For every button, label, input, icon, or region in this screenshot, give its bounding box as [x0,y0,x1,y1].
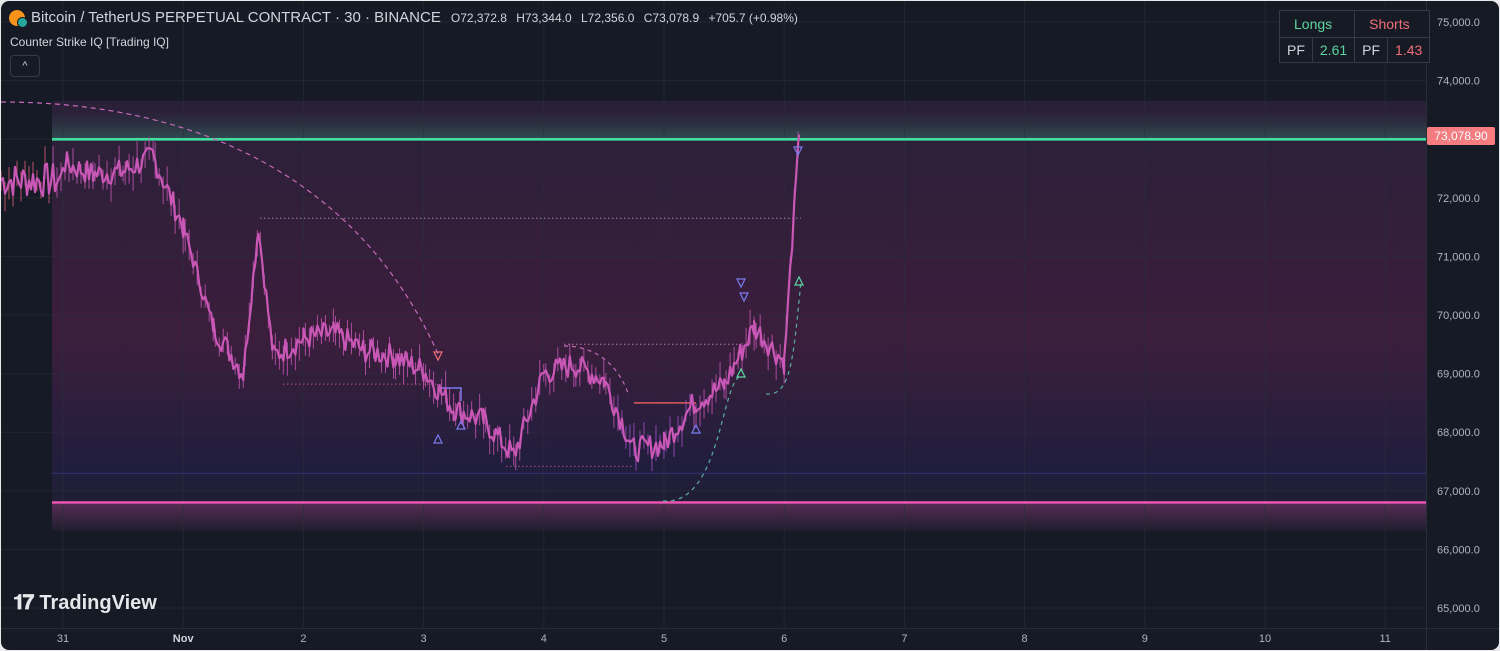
dashed-arc-bottom [662,375,742,502]
y-tick-label: 75,000.0 [1437,17,1480,29]
y-tick-label: 66,000.0 [1437,544,1480,556]
x-tick-label: 2 [300,633,306,645]
last-price-label: 73,078.90 [1427,127,1495,145]
high-label: H [516,10,525,25]
x-tick-label: 5 [661,633,667,645]
short-signal-marker [793,146,803,157]
x-tick-label: 11 [1379,633,1390,645]
tradingview-logo-text: TradingView [39,591,157,614]
x-tick-label: 4 [541,633,547,645]
x-tick-label: 10 [1259,633,1271,645]
x-tick-label: 31 [57,633,69,645]
y-tick-label: 67,000.0 [1437,486,1480,498]
y-tick-label: 72,000.0 [1437,193,1480,205]
long-signal-marker [736,367,746,378]
y-tick-label: 69,000.0 [1437,369,1480,381]
close-value: 73,078.9 [652,10,700,25]
close-label: C [643,10,653,25]
high-value: 73,344.0 [524,10,572,25]
x-tick-label: Nov [173,633,195,645]
shorts-pf-label: PF [1354,37,1389,63]
x-tick-label: 7 [901,633,907,645]
short-signal-marker [736,278,746,289]
symbol-header: Bitcoin / TetherUS PERPETUAL CONTRACT · … [9,9,804,28]
collapse-indicators-button[interactable]: ^ [10,55,40,77]
long-signal-marker [691,423,701,434]
dashed-arc-top [1,101,440,357]
long-signal-marker [794,275,804,286]
y-tick-label: 65,000.0 [1437,603,1480,615]
upper-band-glow [52,111,1426,141]
x-tick-label: 9 [1142,633,1148,645]
price-series-line [1,134,801,463]
y-tick-label: 71,000.0 [1437,251,1480,263]
indicator-name[interactable]: Counter Strike IQ [Trading IQ] [10,35,169,49]
lower-band-glow [52,504,1426,531]
short-signal-marker [433,351,443,362]
long-signal-marker [433,433,443,444]
long-signal-marker [456,419,466,430]
short-signal-marker [739,292,749,303]
range-zone [52,101,1426,531]
y-tick-label: 70,000.0 [1437,310,1480,322]
y-tick-label: 68,000.0 [1437,427,1480,439]
open-label: O [450,10,461,25]
bitcoin-icon [9,9,28,28]
longs-pf-value: 2.61 [1311,37,1356,63]
tradingview-logo[interactable]: 𝟏𝟕 TradingView [13,591,157,615]
x-tick-label: 8 [1022,633,1028,645]
longs-header: Longs [1278,10,1356,38]
x-tick-label: 3 [421,633,427,645]
open-value: 72,372.8 [460,10,507,25]
x-tick-label: 6 [781,633,787,645]
y-tick-label: 74,000.0 [1437,76,1480,88]
change-value: +705.7 (+0.98%) [708,10,798,25]
dashed-arc-mid [563,345,630,397]
shorts-pf-value: 1.43 [1387,37,1431,63]
symbol-title[interactable]: Bitcoin / TetherUS PERPETUAL CONTRACT · … [31,9,441,26]
longs-pf-label: PF [1279,37,1313,63]
ohlc-readout: O72,372.8 H73,344.0 L72,356.0 C73,078.9 … [451,11,804,25]
low-label: L [580,10,588,25]
tradingview-logo-icon: 𝟏𝟕 [13,591,34,614]
profit-factor-table: Longs Shorts PF 2.61 PF 1.43 [1278,10,1431,63]
shorts-header: Shorts [1354,10,1431,38]
low-value: 72,356.0 [587,10,635,25]
